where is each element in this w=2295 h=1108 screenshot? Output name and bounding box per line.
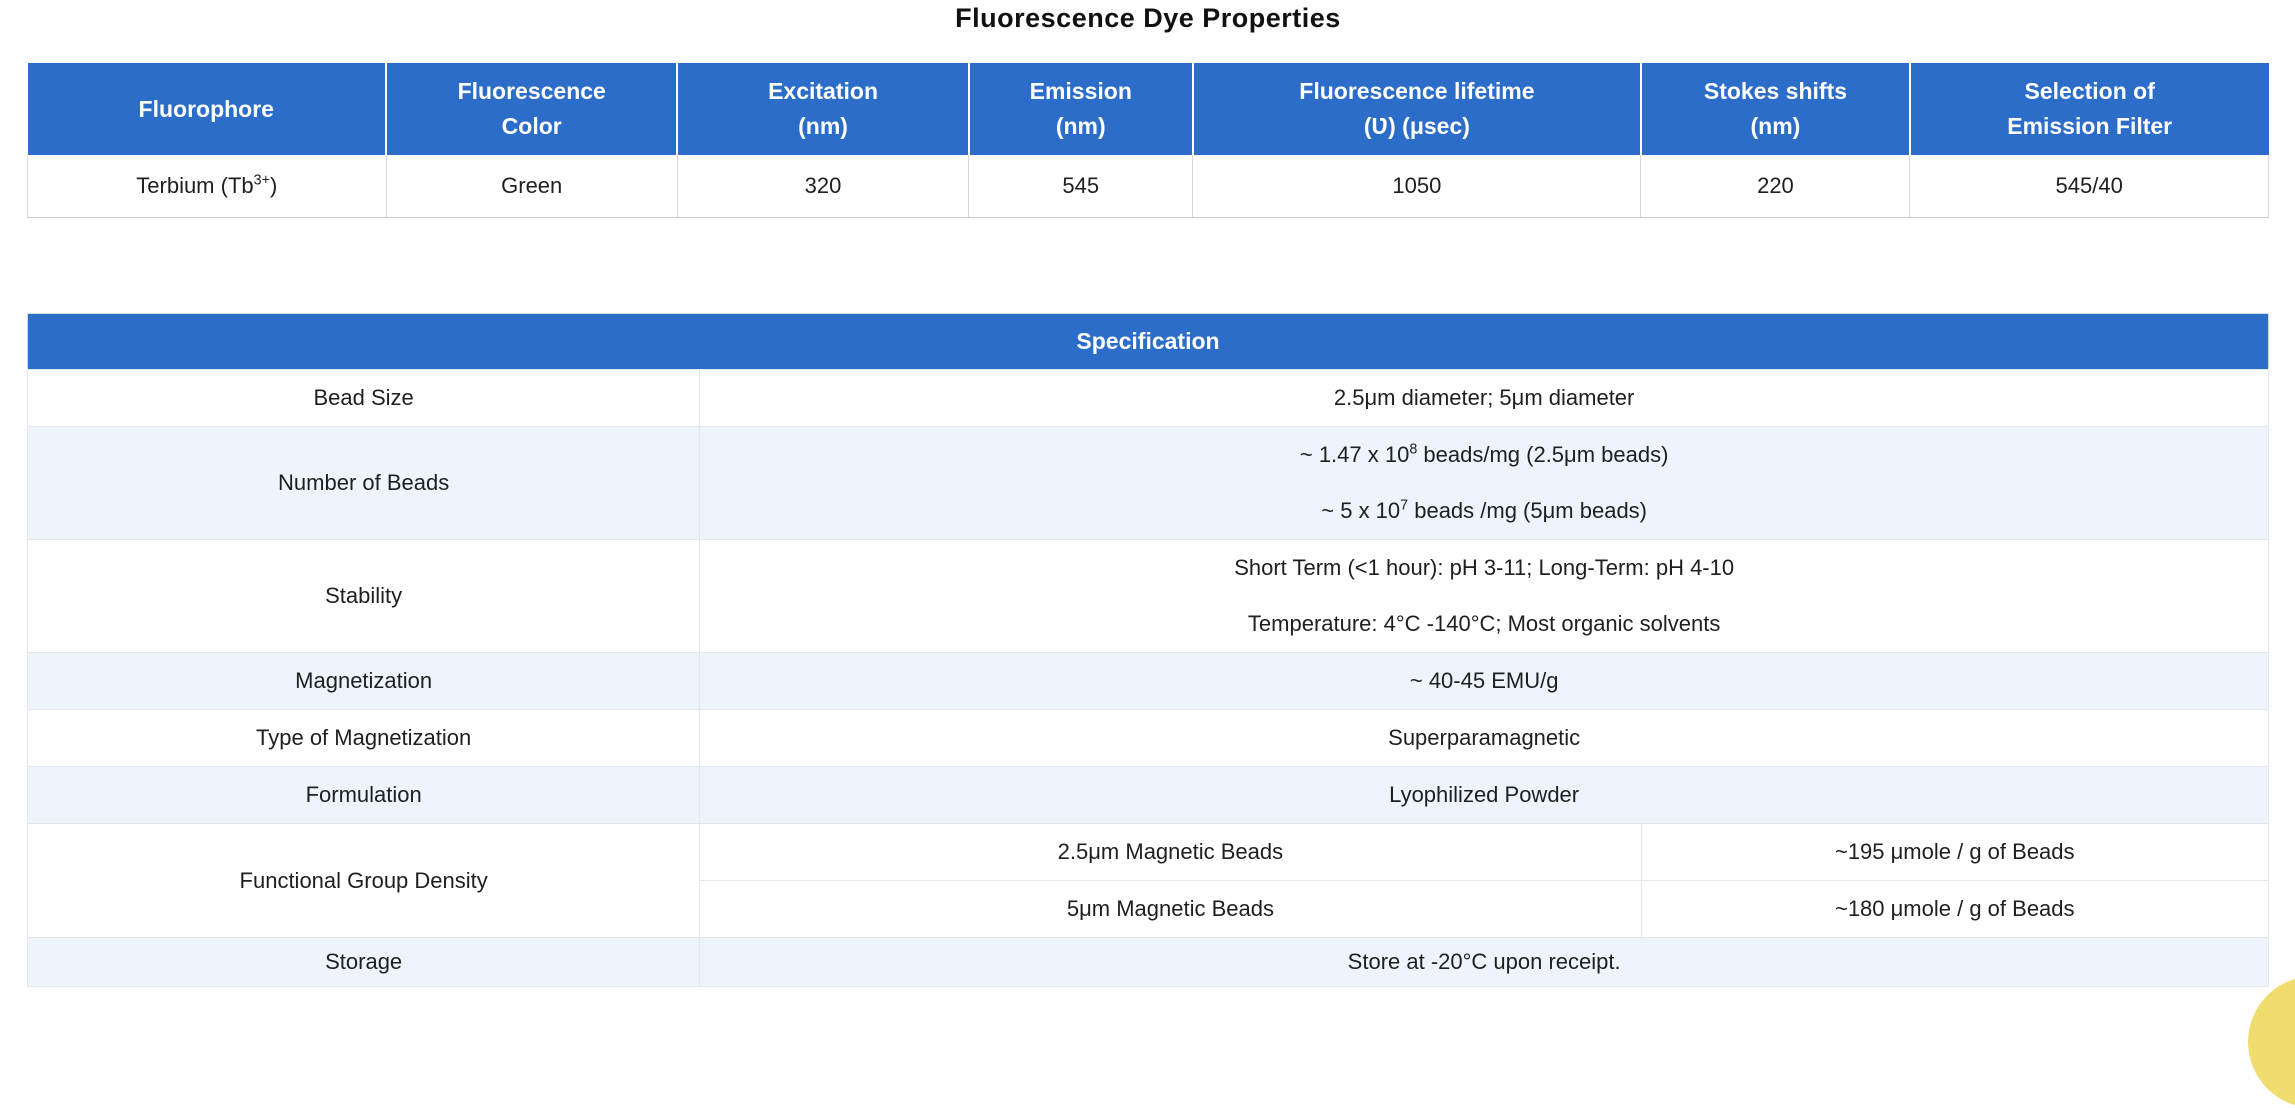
spec-value-type-of-magnetization: Superparamagnetic [699,709,2269,767]
dye-header-emission-filter: Selection of Emission Filter [1909,63,2269,155]
spec-row-functional-group-density-2: 5μm Magnetic Beads ~180 μmole / g of Bea… [28,880,2270,938]
spec-label-storage: Storage [26,937,701,987]
superscript: 3+ [253,172,270,189]
spec-label-functional-group-density: Functional Group Density [26,823,701,938]
spec-value-storage: Store at -20°C upon receipt. [699,937,2269,987]
dye-header-row: Fluorophore Fluorescence Color Excitatio… [27,63,2269,155]
spec-label-type-of-magnetization: Type of Magnetization [26,709,701,767]
beads-per-mg-5um: ~ 5 x 107 beads /mg (5μm beads) [1321,497,1648,523]
dye-data-row: Terbium (Tb3+) Green 320 545 1050 220 54… [27,155,2269,218]
spec-row-stability: Stability Short Term (<1 hour): pH 3-11;… [26,539,2269,653]
spec-row-functional-group-density: Functional Group Density 2.5μm Magnetic … [26,823,2270,938]
functional-density-bead-type-1: 2.5μm Magnetic Beads [699,823,1642,881]
spec-value-magnetization: ~ 40-45 EMU/g [699,652,2269,710]
spec-row-magnetization: Magnetization ~ 40-45 EMU/g [26,652,2269,710]
spec-label-number-of-beads: Number of Beads [26,426,701,540]
beads-per-mg-2-5um: ~ 1.47 x 108 beads/mg (2.5μm beads) [1299,441,1669,467]
spec-row-type-of-magnetization: Type of Magnetization Superparamagnetic [26,709,2269,767]
spec-label-magnetization: Magnetization [26,652,701,710]
spec-value-formulation: Lyophilized Powder [699,766,2269,824]
spec-value-number-of-beads: ~ 1.47 x 108 beads/mg (2.5μm beads) ~ 5 … [699,426,2269,540]
dye-header-fluorescence-color: Fluorescence Color [386,63,679,155]
dye-cell-excitation: 320 [677,155,970,218]
dye-header-stokes-shifts: Stokes shifts (nm) [1640,63,1911,155]
superscript: 8 [1409,441,1418,458]
spec-value-bead-size: 2.5μm diameter; 5μm diameter [699,369,2269,427]
spec-row-bead-size: Bead Size 2.5μm diameter; 5μm diameter [26,369,2269,427]
spec-label-bead-size: Bead Size [26,369,701,427]
spec-row-number-of-beads: Number of Beads ~ 1.47 x 108 beads/mg (2… [26,426,2269,540]
specification-table: Specification Bead Size 2.5μm diameter; … [26,313,2270,987]
yellow-circle-decoration [2248,976,2295,1108]
spec-label-formulation: Formulation [26,766,701,824]
functional-density-value-2: ~180 μmole / g of Beads [1640,880,2270,938]
spec-row-formulation: Formulation Lyophilized Powder [26,766,2269,824]
stability-ph: Short Term (<1 hour): pH 3-11; Long-Term… [1234,555,1735,580]
page: Fluorescence Dye Properties Fluorophore … [26,0,2270,987]
dye-header-fluorophore: Fluorophore [27,63,388,155]
spec-value-stability: Short Term (<1 hour): pH 3-11; Long-Term… [699,539,2269,653]
stability-temperature: Temperature: 4°C -140°C; Most organic so… [1247,611,1721,636]
dye-cell-fluorophore: Terbium (Tb3+) [27,155,387,218]
dye-header-lifetime: Fluorescence lifetime (Ʋ) (μsec) [1192,63,1642,155]
superscript: 7 [1400,497,1409,514]
functional-density-bead-type-2: 5μm Magnetic Beads [699,880,1642,938]
dye-cell-fluorescence-color: Green [386,155,678,218]
dye-properties-table: Fluorophore Fluorescence Color Excitatio… [27,63,2269,218]
functional-density-value-1: ~195 μmole / g of Beads [1640,823,2270,881]
spec-header-row: Specification [27,313,2269,370]
spec-label-stability: Stability [26,539,701,653]
dye-cell-stokes-shift: 220 [1640,155,1911,218]
page-title: Fluorescence Dye Properties [955,3,1341,33]
dye-cell-lifetime: 1050 [1192,155,1642,218]
dye-header-emission: Emission (nm) [968,63,1194,155]
dye-cell-emission-filter: 545/40 [1909,155,2269,218]
dye-cell-emission: 545 [968,155,1194,218]
spec-header-title: Specification [27,313,2269,370]
dye-header-excitation: Excitation (nm) [677,63,970,155]
spec-row-storage: Storage Store at -20°C upon receipt. [26,937,2269,987]
